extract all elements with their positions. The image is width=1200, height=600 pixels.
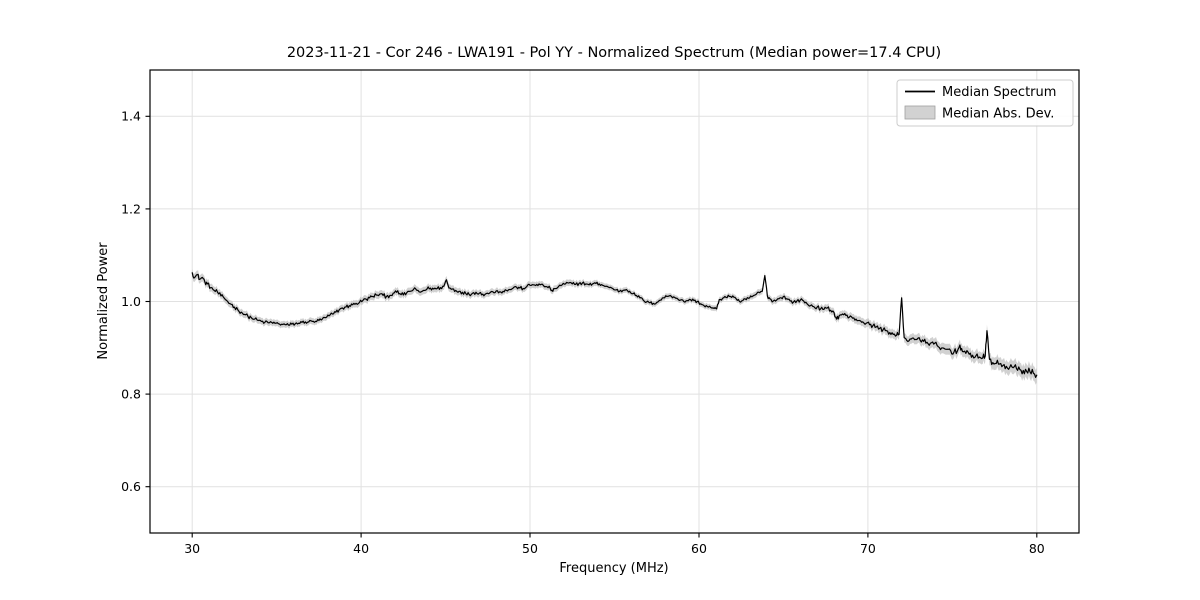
y-tick-label: 1.0 <box>121 294 141 309</box>
y-tick-label: 0.8 <box>121 387 141 402</box>
x-tick-label: 70 <box>860 541 876 556</box>
legend: Median Spectrum Median Abs. Dev. <box>896 79 1074 127</box>
legend-label-median-spectrum: Median Spectrum <box>942 85 1056 100</box>
y-tick-label: 0.6 <box>121 479 141 494</box>
mad-band-shape <box>192 268 1037 385</box>
y-tick-label: 1.2 <box>121 201 141 216</box>
chart-title: 2023-11-21 - Cor 246 - LWA191 - Pol YY -… <box>287 45 941 61</box>
y-axis-label: Normalized Power <box>96 242 111 360</box>
x-tick-label: 40 <box>353 541 369 556</box>
y-tick-label: 1.4 <box>121 109 141 124</box>
x-tick-label: 80 <box>1029 541 1045 556</box>
x-tick-label: 50 <box>522 541 538 556</box>
median-abs-dev-band <box>192 268 1037 385</box>
grid-layer <box>150 70 1079 533</box>
median-spectrum-line <box>191 272 1038 378</box>
legend-box <box>896 79 1074 127</box>
median-spectrum-path <box>191 272 1038 378</box>
legend-label-median-abs-dev: Median Abs. Dev. <box>942 107 1054 122</box>
legend-patch-swatch <box>904 105 936 120</box>
x-tick-label: 60 <box>691 541 707 556</box>
tick-layer: 30 40 50 60 70 80 0.6 0.8 1.0 1.2 1.4 <box>121 109 1045 556</box>
x-axis-label: Frequency (MHz) <box>559 561 668 576</box>
x-tick-label: 30 <box>184 541 200 556</box>
